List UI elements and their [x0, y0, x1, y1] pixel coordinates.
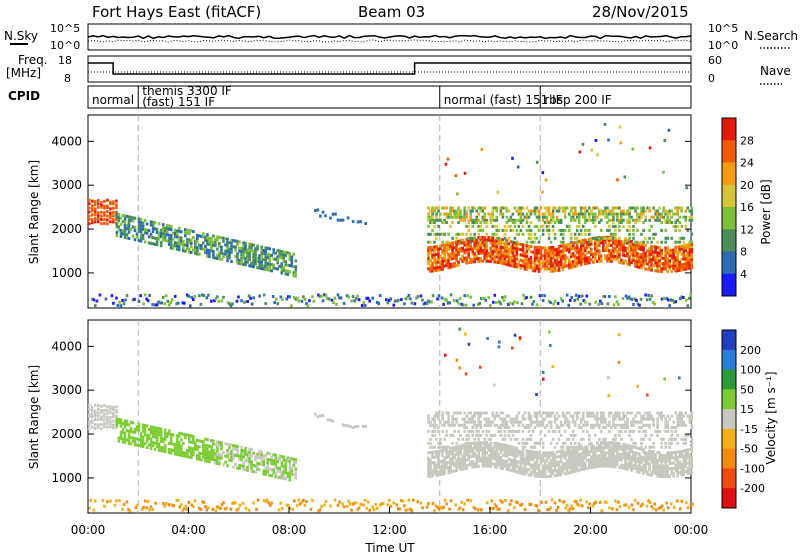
nsearch-label: N.Search [744, 29, 798, 43]
x-axis: 00:00 04:00 08:00 12:00 16:00 20:00 00:00 [71, 507, 709, 537]
y-tick-label: 1000 [51, 266, 82, 280]
colorbar-swatch [722, 140, 736, 163]
cpid-segment-label: themis 3300 IF [142, 84, 232, 98]
nave-tick-low: 0 [708, 72, 715, 85]
cpid-label: CPID [8, 89, 40, 103]
x-tick-label: 04:00 [171, 523, 206, 537]
colorbar-tick: 8 [740, 246, 747, 259]
colorbar-swatch [722, 184, 736, 208]
colorbar-swatch [722, 229, 736, 252]
date-label: 28/Nov/2015 [592, 3, 689, 21]
nsearch-tick-low: 10^0 [708, 39, 738, 52]
y-tick-label: 2000 [51, 222, 82, 236]
velocity-colorbar-label: Velocity [m s⁻¹] [764, 371, 778, 464]
cpid-segment-label: (fast) 151 IF [142, 95, 215, 109]
velocity-panel: 1000 2000 3000 4000 Slant Range [km] [27, 319, 694, 514]
colorbar-tick: 50 [740, 383, 754, 396]
colorbar-swatch [722, 330, 736, 351]
x-tick-label: 08:00 [272, 523, 307, 537]
colorbar-swatch [722, 389, 736, 410]
colorbar-tick: 15 [740, 403, 754, 416]
nsky-label: N.Sky [4, 29, 38, 43]
velocity-colorbar: 200 100 50 15 -15 -50 -100 -200 [721, 329, 765, 509]
nsky-trace [87, 34, 692, 40]
x-tick-label: 00:00 [674, 523, 709, 537]
nsky-panel: N.Sky 10^5 10^0 10^5 10^0 N.Search [4, 22, 798, 52]
freq-tick-low: 8 [64, 72, 71, 85]
colorbar-swatch [722, 468, 736, 489]
colorbar-tick: 4 [740, 268, 747, 281]
nave-label: Nave [760, 64, 791, 78]
power-panel: 1000 2000 3000 4000 Slant Range [km] [27, 114, 694, 309]
nsky-tick-low: 10^0 [50, 39, 80, 52]
x-axis-label: Time UT [364, 541, 415, 554]
power-y-axis: 1000 2000 3000 4000 [51, 134, 691, 280]
colorbar-swatch [722, 369, 736, 390]
radar-title: Fort Hays East (fitACF) [92, 3, 261, 21]
colorbar-swatch [722, 273, 736, 297]
colorbar-tick: -15 [740, 423, 758, 436]
colorbar-tick: 20 [740, 179, 754, 192]
colorbar-tick: 24 [740, 157, 754, 170]
cpid-segment-label: normal [92, 93, 134, 107]
y-tick-label: 3000 [51, 178, 82, 192]
power-colorbar: 4 8 12 16 20 24 28 [721, 117, 754, 297]
freq-panel: Freq. [MHz] 18 8 60 0 Nave [6, 53, 791, 85]
x-tick-label: 12:00 [372, 523, 407, 537]
colorbar-swatch [722, 207, 736, 230]
cpid-segment-label: rbsp 200 IF [544, 93, 611, 107]
velocity-data [88, 320, 694, 513]
x-tick-label: 20:00 [573, 523, 608, 537]
freq-tick-high: 18 [58, 54, 72, 67]
colorbar-swatch [722, 448, 736, 469]
colorbar-swatch [722, 162, 736, 186]
beam-label: Beam 03 [358, 3, 425, 21]
nsearch-trace [87, 39, 692, 43]
colorbar-tick: 12 [740, 223, 754, 236]
y-tick-label: 1000 [51, 471, 82, 485]
colorbar-swatch [722, 349, 736, 371]
colorbar-tick: -100 [740, 462, 765, 475]
colorbar-tick: -50 [740, 443, 758, 456]
x-tick-label: 16:00 [473, 523, 508, 537]
x-tick-label: 00:00 [71, 523, 106, 537]
colorbar-tick: 16 [740, 201, 754, 214]
y-tick-label: 3000 [51, 383, 82, 397]
velocity-y-label: Slant Range [km] [27, 365, 41, 469]
colorbar-tick: -200 [740, 482, 765, 495]
y-tick-label: 2000 [51, 427, 82, 441]
y-tick-label: 4000 [51, 339, 82, 353]
colorbar-swatch [722, 488, 736, 509]
colorbar-swatch [722, 409, 736, 430]
velocity-y-axis: 1000 2000 3000 4000 [51, 339, 691, 485]
cpid-segment-label: normal (fast) 151 IF [444, 93, 563, 107]
colorbar-swatch [722, 251, 736, 275]
colorbar-tick: 28 [740, 134, 754, 147]
freq-unit: [MHz] [6, 66, 41, 80]
colorbar-tick: 200 [740, 344, 761, 357]
y-tick-label: 4000 [51, 134, 82, 148]
power-data [88, 115, 694, 308]
colorbar-tick: 100 [740, 364, 761, 377]
power-colorbar-label: Power [dB] [759, 179, 773, 244]
cpid-panel: CPID normal themis 3300 IF(fast) 151 IF no… [8, 84, 692, 109]
colorbar-swatch [722, 118, 736, 141]
nsky-tick-high: 10^5 [50, 22, 80, 35]
colorbar-swatch [722, 428, 736, 450]
power-y-label: Slant Range [km] [27, 160, 41, 264]
nave-tick-high: 60 [708, 54, 722, 67]
freq-trace [88, 62, 691, 75]
freq-label: Freq. [18, 53, 48, 67]
nsearch-tick-high: 10^5 [708, 22, 738, 35]
